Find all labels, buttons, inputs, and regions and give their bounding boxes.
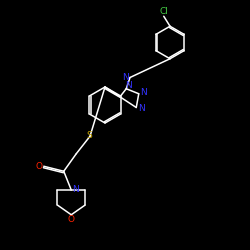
Text: O: O <box>68 215 75 224</box>
Text: N: N <box>72 185 79 194</box>
Text: N: N <box>122 72 129 82</box>
Text: N: N <box>138 104 144 113</box>
Text: O: O <box>36 162 43 171</box>
Text: S: S <box>87 131 92 140</box>
Text: Cl: Cl <box>159 7 168 16</box>
Text: N: N <box>140 88 147 97</box>
Text: N: N <box>124 80 132 90</box>
